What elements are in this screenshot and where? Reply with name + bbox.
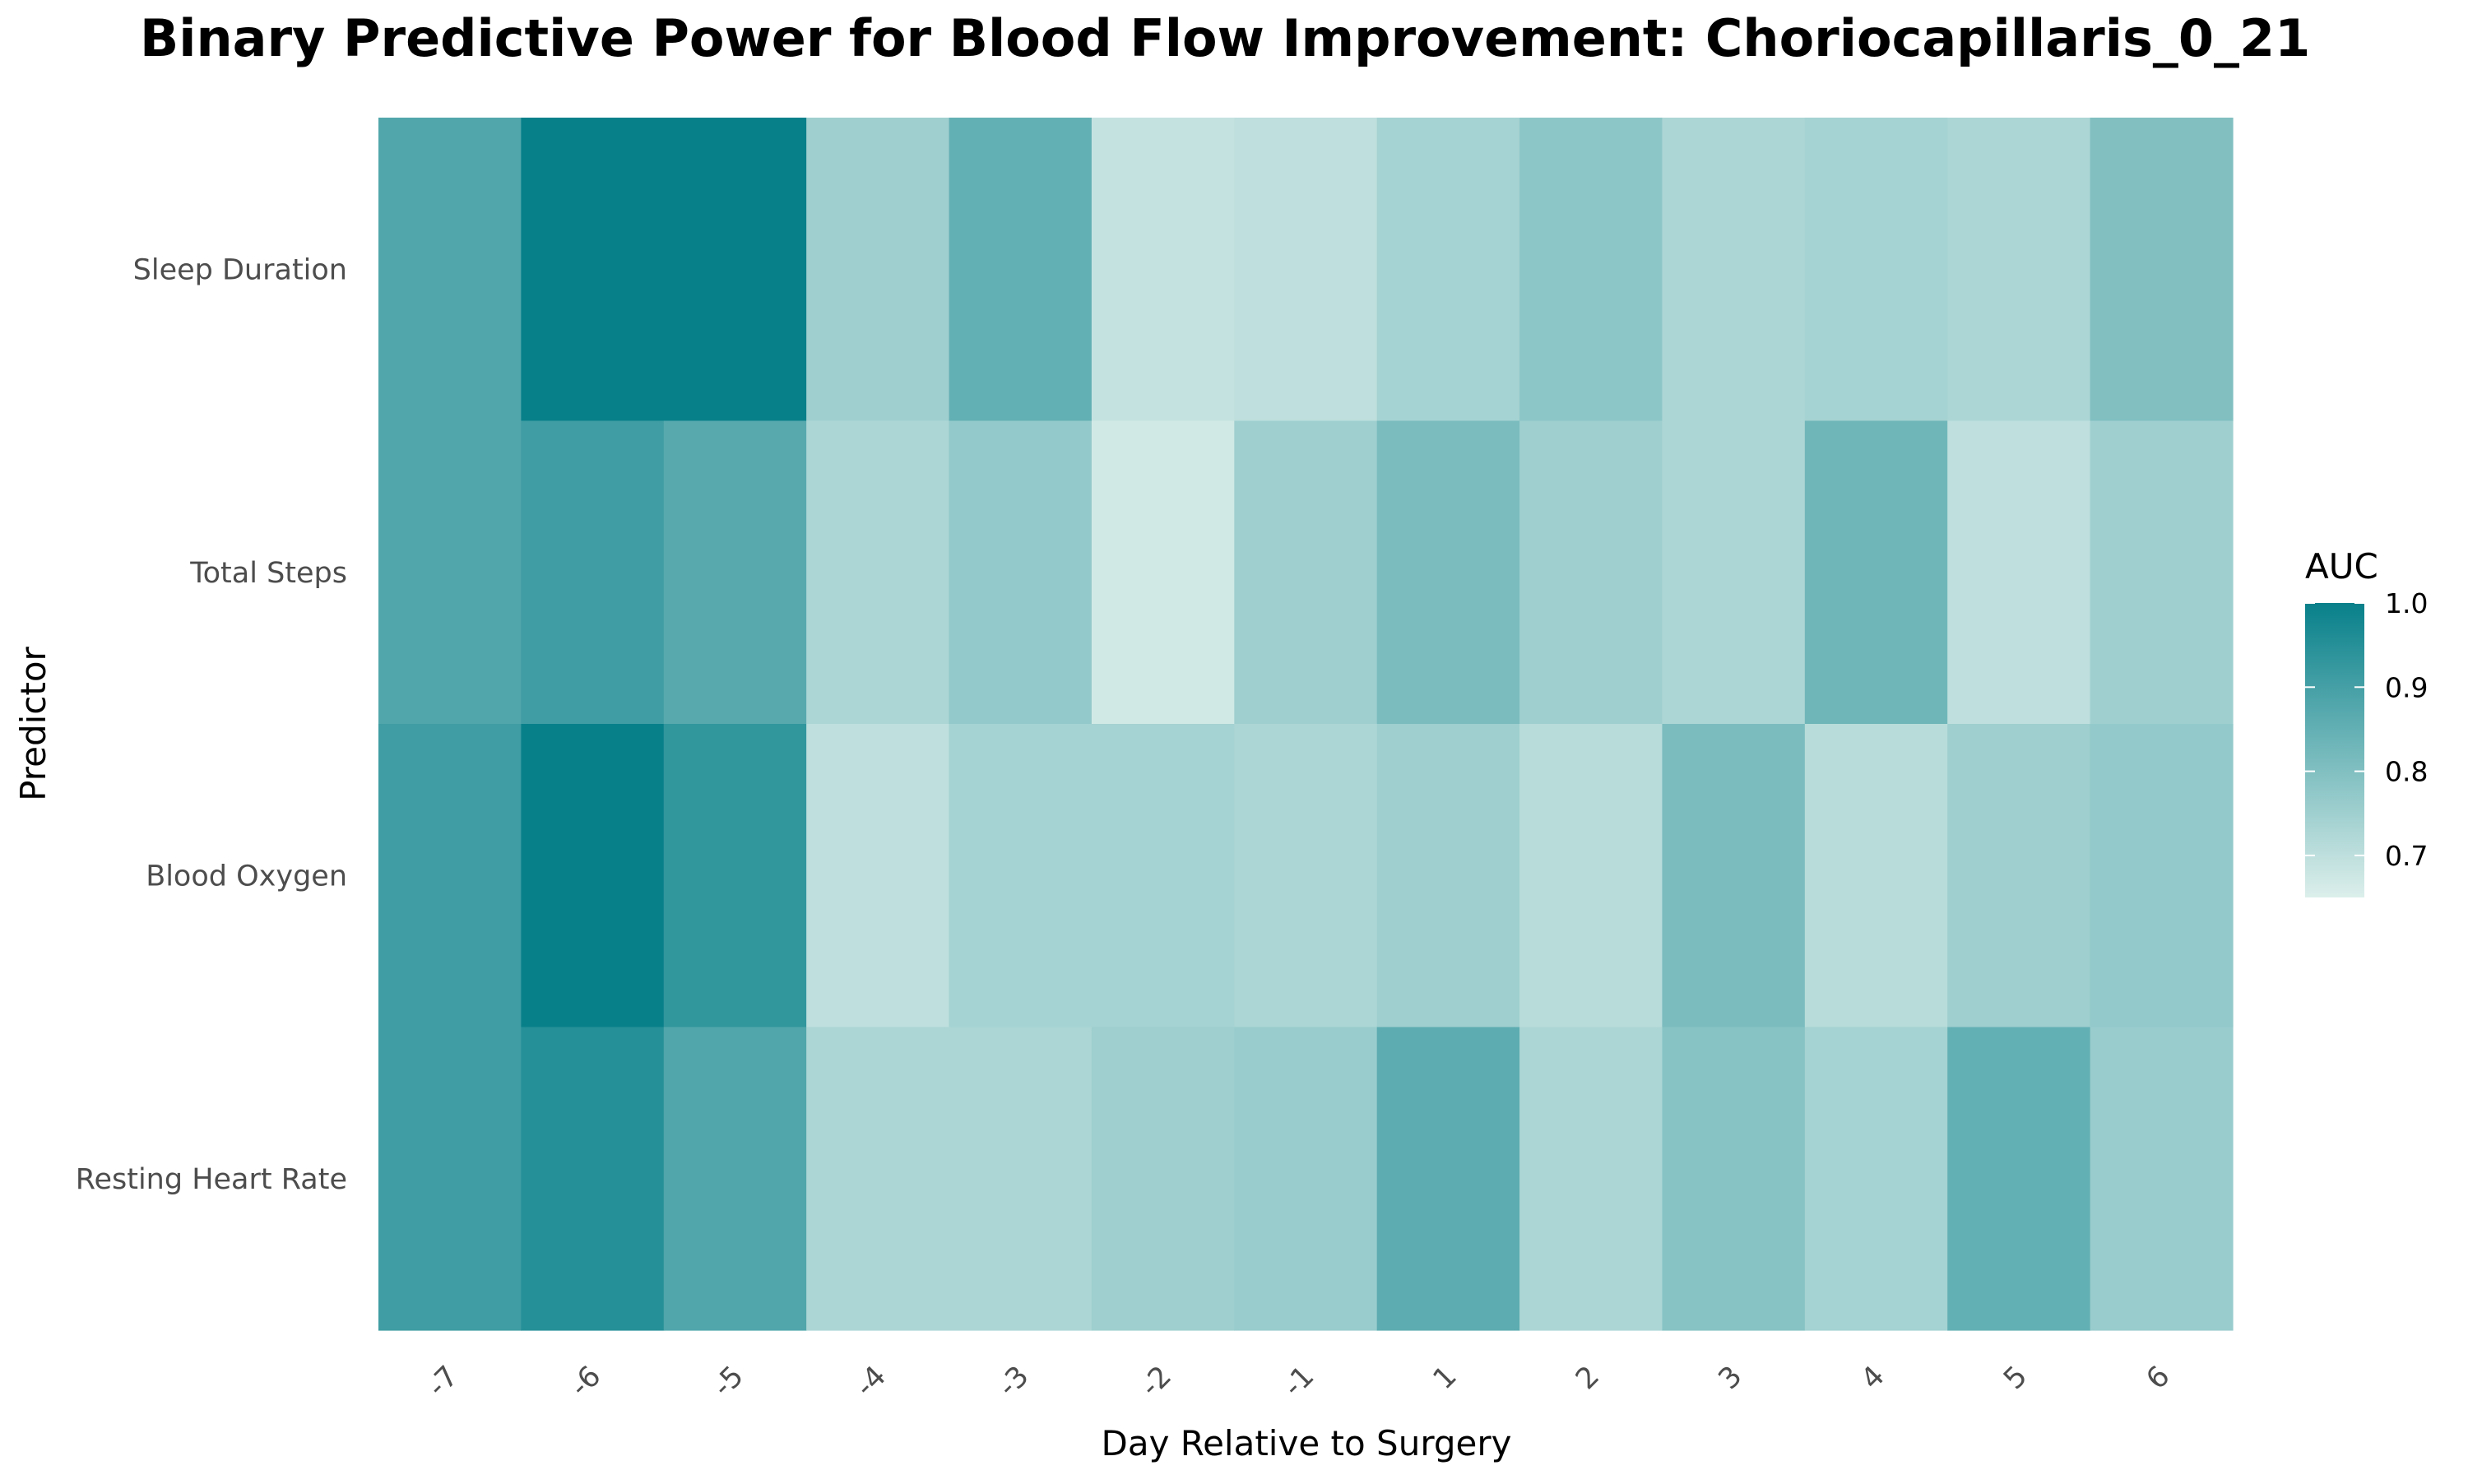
heatmap-cell [1804, 118, 1948, 422]
heatmap-cell [378, 420, 522, 725]
heatmap-cell [1091, 420, 1235, 725]
heatmap-cell [663, 1027, 807, 1331]
heatmap-cell [521, 420, 665, 725]
heatmap-cell [1804, 724, 1948, 1028]
heatmap-cell [1091, 118, 1235, 422]
y-tick-label: Total Steps [189, 557, 347, 590]
x-tick-label: -2 [1134, 1360, 1178, 1403]
legend-tick-label: 0.9 [2385, 671, 2428, 703]
heatmap-cell [663, 420, 807, 725]
heatmap-cell [663, 724, 807, 1028]
color-legend: AUC 1.0 0.9 0.8 0.7 [2305, 546, 2428, 897]
heatmap-cell [1804, 420, 1948, 725]
heatmap-cell [1234, 420, 1378, 725]
legend-color-bar [2305, 603, 2364, 897]
heatmap-cell [1376, 724, 1520, 1028]
x-tick-label: 5 [1997, 1360, 2034, 1396]
heatmap-cell [521, 1027, 665, 1331]
legend-tick-label: 1.0 [2385, 587, 2428, 619]
x-tick-label: -4 [849, 1360, 893, 1403]
heatmap-cell [1947, 420, 2091, 725]
heatmap-cell [1376, 1027, 1520, 1331]
legend-tick-label: 0.8 [2385, 756, 2428, 788]
y-tick-label: Resting Heart Rate [76, 1163, 347, 1196]
heatmap-cell [1947, 1027, 2091, 1331]
heatmap-cell [1947, 118, 2091, 422]
heatmap-cell [1091, 1027, 1235, 1331]
heatmap-cell [1376, 118, 1520, 422]
chart-title: Binary Predictive Power for Blood Flow I… [140, 8, 2310, 68]
heatmap-cell [949, 1027, 1093, 1331]
heatmap-cell [2090, 118, 2234, 422]
heatmap-cell [1662, 420, 1806, 725]
legend-ticks: 1.0 0.9 0.8 0.7 [2305, 587, 2428, 872]
heatmap-cell [1519, 118, 1663, 422]
heatmap-cell [378, 1027, 522, 1331]
heatmap-cell [378, 724, 522, 1028]
heatmap-cell [806, 118, 950, 422]
heatmap-cell [1519, 724, 1663, 1028]
heatmap-cell [806, 420, 950, 725]
heatmap-cell [1234, 1027, 1378, 1331]
heatmap-cell [1947, 724, 2091, 1028]
heatmap-cell [1376, 420, 1520, 725]
heatmap-cell [2090, 1027, 2234, 1331]
x-tick-label: 1 [1427, 1360, 1464, 1396]
heatmap-cell [2090, 724, 2234, 1028]
y-axis-title: Predictor [13, 646, 53, 800]
legend-tick-label: 0.7 [2385, 840, 2428, 872]
heatmap-cell [2090, 420, 2234, 725]
heatmap-cell [949, 118, 1093, 422]
heatmap-cell [1662, 118, 1806, 422]
x-tick-label: -5 [707, 1360, 750, 1403]
heatmap-cell [378, 118, 522, 422]
x-tick-label: -7 [421, 1360, 465, 1403]
x-tick-label: -3 [992, 1360, 1036, 1403]
heatmap-cell [521, 724, 665, 1028]
heatmap-cell [521, 118, 665, 422]
heatmap-cell [1234, 118, 1378, 422]
x-tick-label: 4 [1855, 1360, 1891, 1396]
heatmap-cell [1519, 1027, 1663, 1331]
y-tick-label: Sleep Duration [133, 253, 347, 286]
y-tick-labels: Sleep Duration Total Steps Blood Oxygen Res… [76, 253, 347, 1196]
heatmap-cell [1662, 724, 1806, 1028]
x-tick-label: -6 [564, 1360, 607, 1403]
heatmap-cell [1234, 724, 1378, 1028]
heatmap-cell [1091, 724, 1235, 1028]
heatmap-cell [663, 118, 807, 422]
heatmap-cells [378, 118, 2234, 1331]
heatmap-cell [1804, 1027, 1948, 1331]
heatmap-cell [806, 1027, 950, 1331]
heatmap-cell [806, 724, 950, 1028]
y-tick-label: Blood Oxygen [146, 860, 347, 893]
x-tick-label: -1 [1277, 1360, 1320, 1403]
x-tick-label: 3 [1713, 1360, 1749, 1396]
x-tick-label: 6 [2141, 1360, 2177, 1396]
x-tick-labels: -7 -6 -5 -4 -3 -2 -1 1 2 3 4 5 6 [421, 1360, 2177, 1403]
heatmap-cell [1662, 1027, 1806, 1331]
x-tick-label: 2 [1570, 1360, 1606, 1396]
heatmap-cell [949, 420, 1093, 725]
legend-title: AUC [2305, 546, 2378, 587]
heatmap-cell [1519, 420, 1663, 725]
x-axis-title: Day Relative to Surgery [1102, 1423, 1512, 1463]
heatmap-cell [949, 724, 1093, 1028]
